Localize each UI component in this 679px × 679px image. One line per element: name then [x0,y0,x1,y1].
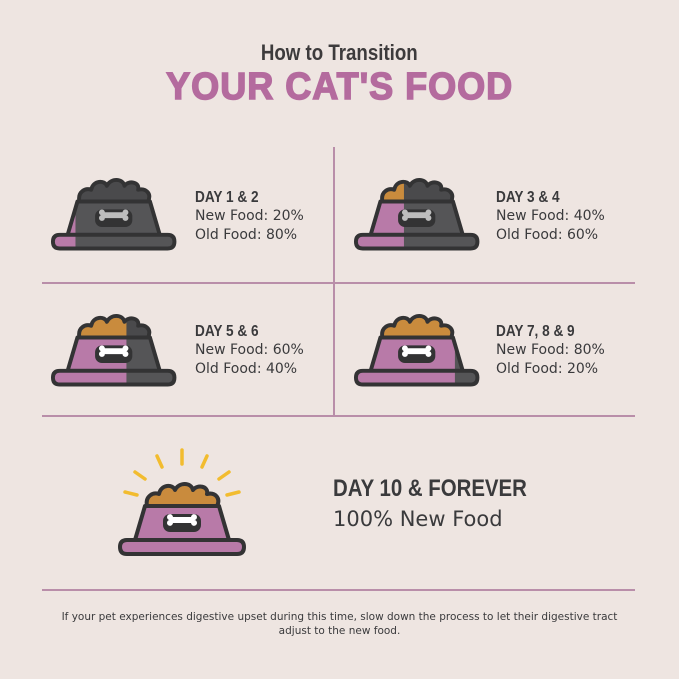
divider [42,415,635,417]
step-text: DAY 1 & 2 New Food: 20% Old Food: 80% [195,188,304,245]
divider [42,589,635,591]
day-heading: DAY 7, 8 & 9 [496,323,575,340]
shine-ray [225,490,241,497]
food-bowl-icon [50,313,177,387]
shine-ray [133,470,147,481]
subtitle: How to Transition [261,40,418,65]
page-title: YOUR CAT'S FOOD [165,65,514,109]
new-food-percent: New Food: 40% [496,208,605,224]
old-food-percent: Old Food: 40% [195,361,298,377]
footnote: If your pet experiences digestive upset … [61,611,618,637]
new-food-percent: New Food: 80% [496,342,605,358]
shine-ray [200,454,209,469]
food-bowl-icon [50,177,177,251]
shine-ray [123,490,139,497]
new-food-percent: New Food: 20% [195,208,304,224]
day-heading: DAY 3 & 4 [496,189,560,206]
step-text: DAY 5 & 6 New Food: 60% Old Food: 40% [195,322,304,379]
day-heading: DAY 5 & 6 [195,323,259,340]
food-bowl-icon [353,313,480,387]
step-text: DAY 3 & 4 New Food: 40% Old Food: 60% [496,188,605,245]
final-step-text: DAY 10 & FOREVER 100% New Food [333,475,561,531]
old-food-percent: Old Food: 20% [496,361,599,377]
shine-ray [217,470,231,481]
old-food-percent: Old Food: 80% [195,227,298,243]
shine-ray [155,454,164,469]
old-food-percent: Old Food: 60% [496,227,599,243]
divider [42,282,635,284]
final-day-heading: DAY 10 & FOREVER [333,475,527,502]
step-text: DAY 7, 8 & 9 New Food: 80% Old Food: 20% [496,322,605,379]
food-bowl-icon [118,448,246,556]
new-food-percent: New Food: 60% [195,342,304,358]
food-bowl-icon [353,177,480,251]
final-description: 100% New Food [333,507,503,531]
day-heading: DAY 1 & 2 [195,189,259,206]
divider-vertical [333,147,335,415]
